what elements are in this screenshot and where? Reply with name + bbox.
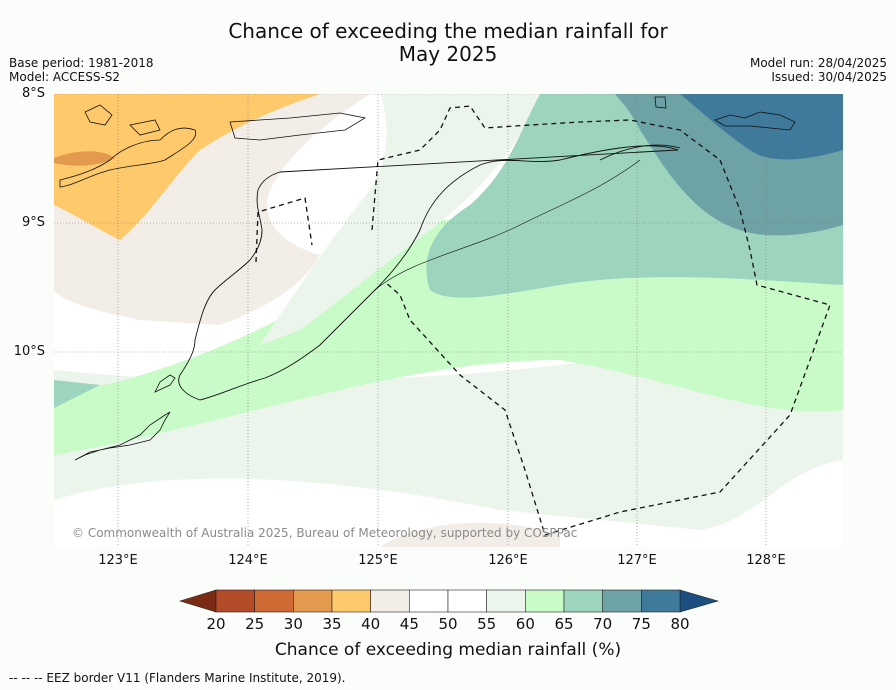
base-period: Base period: 1981-2018 bbox=[9, 56, 154, 70]
colorbar-tick-label: 60 bbox=[515, 615, 535, 633]
eez-footnote: -- -- -- EEZ border V11 (Flanders Marine… bbox=[9, 671, 346, 685]
colorbar-tick-label: 75 bbox=[631, 615, 651, 633]
colorbar-tick-label: 50 bbox=[438, 615, 458, 633]
colorbar-tick-label: 35 bbox=[322, 615, 342, 633]
colorbar-tick-label: 40 bbox=[361, 615, 381, 633]
colorbar-cell bbox=[331, 589, 371, 613]
left-meta: Base period: 1981-2018 Model: ACCESS-S2 bbox=[9, 56, 154, 84]
title-line-2: May 2025 bbox=[398, 42, 498, 66]
timor-internal-border bbox=[374, 159, 641, 291]
region-65-70-west bbox=[54, 380, 100, 408]
colorbar-tick-label: 55 bbox=[477, 615, 497, 633]
lon-label-124e: 124°E bbox=[228, 553, 268, 568]
colorbar-cell bbox=[370, 589, 410, 613]
colorbar-tick-label: 70 bbox=[593, 615, 613, 633]
colorbar bbox=[178, 589, 720, 613]
island-4 bbox=[154, 374, 176, 393]
colorbar-cell bbox=[525, 589, 565, 613]
colorbar-cell bbox=[563, 589, 603, 613]
issued-date: Issued: 30/04/2025 bbox=[771, 70, 887, 84]
colorbar-cell bbox=[447, 589, 487, 613]
colorbar-tick-label: 45 bbox=[399, 615, 419, 633]
colorbar-cell bbox=[215, 589, 255, 613]
rote-coast bbox=[74, 411, 171, 461]
lon-label-128e: 128°E bbox=[746, 553, 786, 568]
graticule bbox=[54, 94, 843, 547]
flores-coast bbox=[59, 127, 197, 188]
colorbar-tick-label: 20 bbox=[206, 615, 226, 633]
map-title: Chance of exceeding the median rainfall … bbox=[0, 20, 896, 66]
region-75-80 bbox=[680, 94, 843, 160]
colorbar-tick-label: 25 bbox=[245, 615, 265, 633]
colorbar-cell bbox=[602, 589, 642, 613]
island-1 bbox=[84, 104, 113, 126]
right-meta: Model run: 28/04/2025 Issued: 30/04/2025 bbox=[750, 56, 887, 84]
colorbar-tick-label: 65 bbox=[554, 615, 574, 633]
colorbar-cell bbox=[641, 589, 681, 613]
colorbar-arrow-high bbox=[679, 589, 720, 613]
lon-label-126e: 126°E bbox=[488, 553, 528, 568]
region-30-35 bbox=[54, 151, 115, 166]
colorbar-cell bbox=[486, 589, 526, 613]
copyright-notice: © Commonwealth of Australia 2025, Bureau… bbox=[72, 526, 578, 540]
region-55-60-north bbox=[260, 94, 540, 345]
model-run: Model run: 28/04/2025 bbox=[749, 56, 887, 70]
babar-islands bbox=[714, 111, 796, 131]
lat-label-9s: 9°S bbox=[21, 215, 45, 230]
region-35-40 bbox=[54, 94, 320, 240]
colorbar-title: Chance of exceeding median rainfall (%) bbox=[274, 640, 622, 660]
lat-label-10s: 10°S bbox=[13, 344, 45, 359]
colorbar-arrow-low bbox=[178, 589, 217, 613]
colorbar-tick-label: 80 bbox=[670, 615, 690, 633]
title-line-1: Chance of exceeding the median rainfall … bbox=[228, 19, 668, 43]
colorbar-cell bbox=[254, 589, 294, 613]
alor-coast bbox=[229, 112, 367, 141]
lon-label-123e: 123°E bbox=[98, 553, 138, 568]
map-area bbox=[54, 94, 843, 547]
colorbar-cell bbox=[293, 589, 333, 613]
timor-coastline bbox=[178, 145, 679, 401]
colorbar-cell bbox=[409, 589, 449, 613]
island-3 bbox=[654, 96, 667, 109]
wetar-coast bbox=[599, 144, 681, 161]
eez-border-1 bbox=[255, 197, 313, 263]
island-2 bbox=[129, 119, 161, 136]
lon-label-125e: 125°E bbox=[358, 553, 398, 568]
region-40-45-south bbox=[380, 522, 560, 547]
model-name: Model: ACCESS-S2 bbox=[9, 70, 121, 84]
eez-border-2 bbox=[371, 105, 831, 536]
lon-label-127e: 127°E bbox=[617, 553, 657, 568]
colorbar-tick-label: 30 bbox=[283, 615, 303, 633]
lat-label-8s: 8°S bbox=[21, 86, 45, 101]
